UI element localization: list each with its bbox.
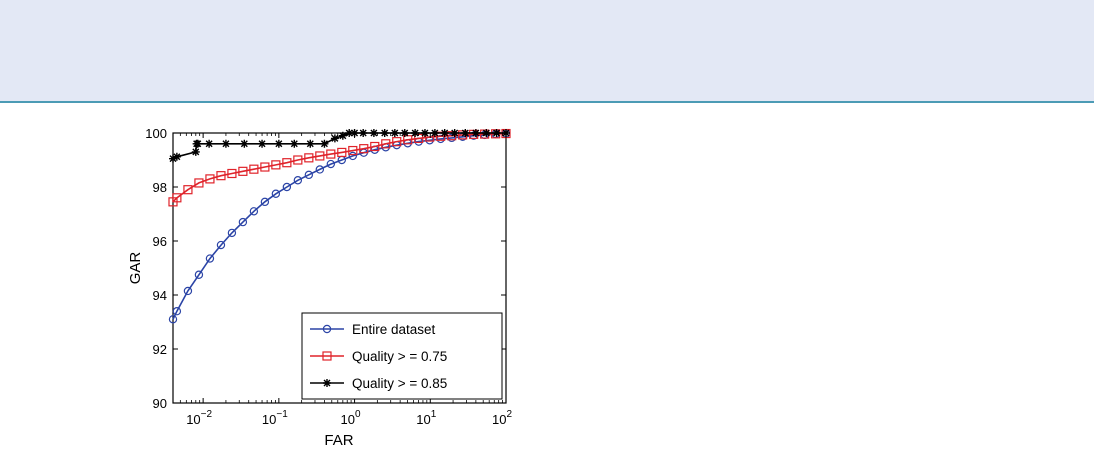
series-2-point — [282, 158, 292, 168]
series-3-point — [390, 129, 399, 137]
series-3-point — [306, 139, 315, 148]
series-3-point — [205, 139, 214, 148]
series-1-point — [216, 240, 226, 250]
series-1-point — [282, 182, 292, 192]
series-1-point — [183, 286, 193, 296]
chart-legend: Entire dataset Quality > = 0.75 Quality > … — [301, 312, 503, 400]
series-2-point — [238, 166, 248, 176]
series-2-point — [304, 153, 314, 163]
series-3-point — [172, 152, 181, 161]
series-2-point — [249, 164, 259, 174]
series-3-point — [330, 134, 339, 143]
series-2-point — [359, 144, 369, 154]
series-3-point — [191, 147, 200, 156]
y-axis-title: GAR — [127, 252, 144, 285]
series-3-point — [380, 129, 389, 137]
series-1-point — [205, 254, 215, 263]
series-3-point — [450, 129, 459, 137]
y-tick-label: 100 — [145, 126, 167, 141]
series-2-line — [172, 132, 507, 203]
series-2-point — [491, 129, 501, 139]
series-3-point — [482, 129, 491, 137]
series-3-point — [440, 129, 449, 137]
series-3-point — [221, 139, 230, 148]
series-2-point — [381, 139, 391, 149]
y-tick-label: 96 — [153, 234, 167, 249]
series-2-point — [227, 168, 237, 179]
series-1-point — [348, 151, 357, 161]
series-1-line — [172, 132, 507, 320]
legend-label: Quality > = 0.75 — [352, 349, 447, 364]
series-2-point — [271, 160, 281, 170]
series-3-point — [369, 129, 378, 137]
y-tick-label: 90 — [153, 396, 167, 411]
series-1-point — [172, 307, 182, 316]
series-2-point — [172, 193, 182, 203]
series-2-point — [216, 171, 226, 181]
series-3-point — [461, 129, 470, 137]
series-2-point — [315, 151, 325, 161]
x-tick-label: 10−2 — [186, 409, 212, 427]
series-2-point — [337, 147, 347, 158]
series-1-point — [168, 315, 178, 324]
x-tick-label: 10−1 — [262, 409, 288, 427]
series-1-point — [260, 197, 270, 207]
series-1-point — [293, 176, 303, 185]
series-1-point — [249, 207, 259, 216]
legend-entry: Quality > = 0.75 — [310, 349, 447, 364]
series-2-point — [205, 174, 215, 184]
series-2-point — [370, 141, 380, 152]
series-3-point — [411, 129, 420, 137]
series-1-point — [194, 270, 204, 279]
legend-swatch-marker — [322, 351, 332, 361]
series-3-point — [274, 139, 283, 148]
series-2-point — [293, 155, 303, 165]
series-3-point — [320, 139, 329, 148]
x-axis-ticks: 10−2 10−1 100 101 102 — [172, 133, 512, 427]
series-2-point — [194, 178, 204, 188]
series-3-point — [290, 139, 299, 148]
x-axis-title: FAR — [324, 432, 353, 449]
series-2-point — [392, 137, 402, 147]
x-tick-label: 102 — [492, 409, 512, 427]
legend-entry: Quality > = 0.85 — [310, 376, 447, 391]
series-3-point — [492, 129, 501, 137]
series-3-point — [193, 139, 202, 148]
series-3-point — [430, 129, 439, 137]
y-tick-label: 94 — [153, 288, 167, 303]
series-1-point — [238, 217, 248, 227]
legend-entry: Entire dataset — [310, 322, 436, 337]
legend-label: Quality > = 0.85 — [352, 376, 447, 391]
series-3-point — [345, 129, 354, 137]
series-1-point — [227, 228, 237, 238]
series-3-point — [240, 139, 249, 148]
series-3-point — [169, 154, 177, 163]
legend-label: Entire dataset — [352, 322, 436, 337]
series-3-point — [258, 139, 267, 148]
series-2-point — [260, 162, 270, 172]
series-2-point — [326, 149, 336, 159]
y-tick-label: 92 — [153, 342, 167, 357]
series-1-point — [315, 165, 325, 174]
x-tick-label: 101 — [416, 409, 436, 427]
legend-swatch-marker — [323, 379, 331, 387]
series-1-point — [326, 159, 336, 169]
series-2-point — [348, 145, 358, 156]
legend-swatch-marker — [322, 324, 332, 334]
series-1-point — [304, 170, 314, 180]
header-band — [0, 0, 1094, 101]
header-divider — [0, 101, 1094, 103]
series-3-point — [400, 129, 409, 137]
y-axis-ticks: 90 92 94 96 98 100 — [145, 126, 506, 411]
x-tick-label: 100 — [341, 409, 361, 427]
series-2-point — [183, 185, 193, 195]
series-2-point — [480, 129, 490, 139]
series-3-point — [359, 129, 368, 137]
series-1-point — [271, 189, 281, 198]
series-3-point — [420, 129, 429, 137]
y-tick-label: 98 — [153, 180, 167, 195]
